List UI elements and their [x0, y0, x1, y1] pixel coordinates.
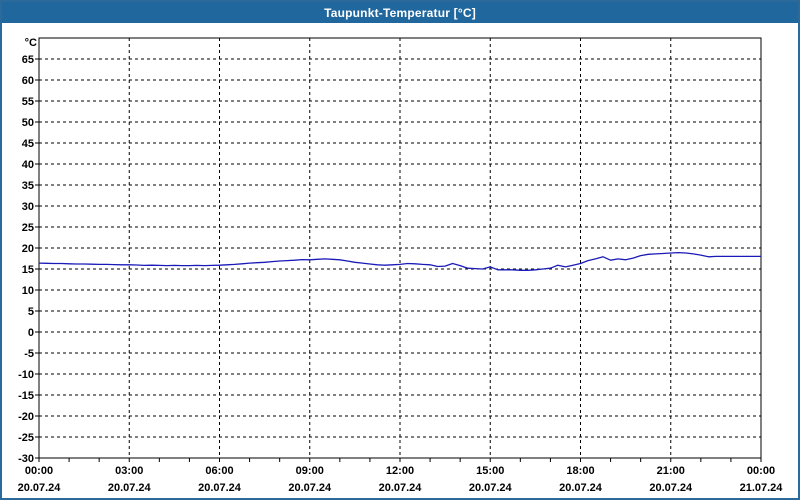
data-line: [38, 251, 761, 271]
x-tick-time-label: 15:00: [476, 465, 504, 477]
chart-area: 65 60 55 50 45 40 35 30 25 20 15 10 5 0 -5 -10 -15 -20 -25…: [2, 23, 798, 498]
y-tick-label: -15: [18, 390, 34, 402]
plot-border: [38, 37, 762, 459]
x-tick-time-label: 00:00: [25, 465, 53, 477]
window-title: Taupunkt-Temperatur [°C]: [324, 5, 476, 20]
y-tick-label: -25: [18, 432, 34, 444]
x-tick-time-label: 06:00: [205, 465, 233, 477]
x-tick-time-label: 21:00: [657, 465, 685, 477]
y-axis-unit-label: °C: [25, 37, 37, 49]
window-title-bar[interactable]: Taupunkt-Temperatur [°C]: [2, 2, 798, 23]
x-tick-date-label: 20.07.24: [288, 482, 332, 494]
y-tick-label: -30: [18, 453, 34, 465]
x-tick-date-label: 20.07.24: [198, 482, 242, 494]
x-tick-time-label: 09:00: [296, 465, 324, 477]
x-tick-date-label: 20.07.24: [469, 482, 513, 494]
y-tick-label: 60: [22, 75, 34, 87]
y-tick-label: 10: [22, 285, 34, 297]
y-tick-label: 5: [28, 306, 34, 318]
x-tick-date-label: 20.07.24: [559, 482, 603, 494]
y-tick-label: -20: [18, 411, 34, 423]
dewpoint-line-chart: 65605550454035302520151050-5-10-15-20-25…: [18, 37, 784, 494]
x-tick-date-label: 21.07.24: [740, 482, 784, 494]
x-tick-time-label: 18:00: [566, 465, 594, 477]
x-tick-date-label: 20.07.24: [18, 482, 62, 494]
x-tick-date-label: 20.07.24: [108, 482, 152, 494]
y-tick-label: 65: [22, 54, 34, 66]
x-tick-date-label: 20.07.24: [649, 482, 693, 494]
x-tick-time-label: 12:00: [386, 465, 414, 477]
y-tick-label: 20: [22, 243, 34, 255]
y-tick-label: 30: [22, 201, 34, 213]
y-tick-label: 15: [22, 264, 34, 276]
y-tick-label: 45: [22, 138, 34, 150]
y-tick-label: -5: [24, 348, 34, 360]
y-tick-label: 50: [22, 117, 34, 129]
y-tick-label: 55: [22, 96, 34, 108]
y-tick-label: -10: [18, 369, 34, 381]
y-tick-label: 35: [22, 180, 34, 192]
x-tick-time-label: 00:00: [747, 465, 775, 477]
y-tick-label: 25: [22, 222, 34, 234]
x-tick-time-label: 03:00: [115, 465, 143, 477]
y-tick-label: 0: [28, 327, 34, 339]
y-tick-label: 40: [22, 159, 34, 171]
x-tick-date-label: 20.07.24: [379, 482, 423, 494]
